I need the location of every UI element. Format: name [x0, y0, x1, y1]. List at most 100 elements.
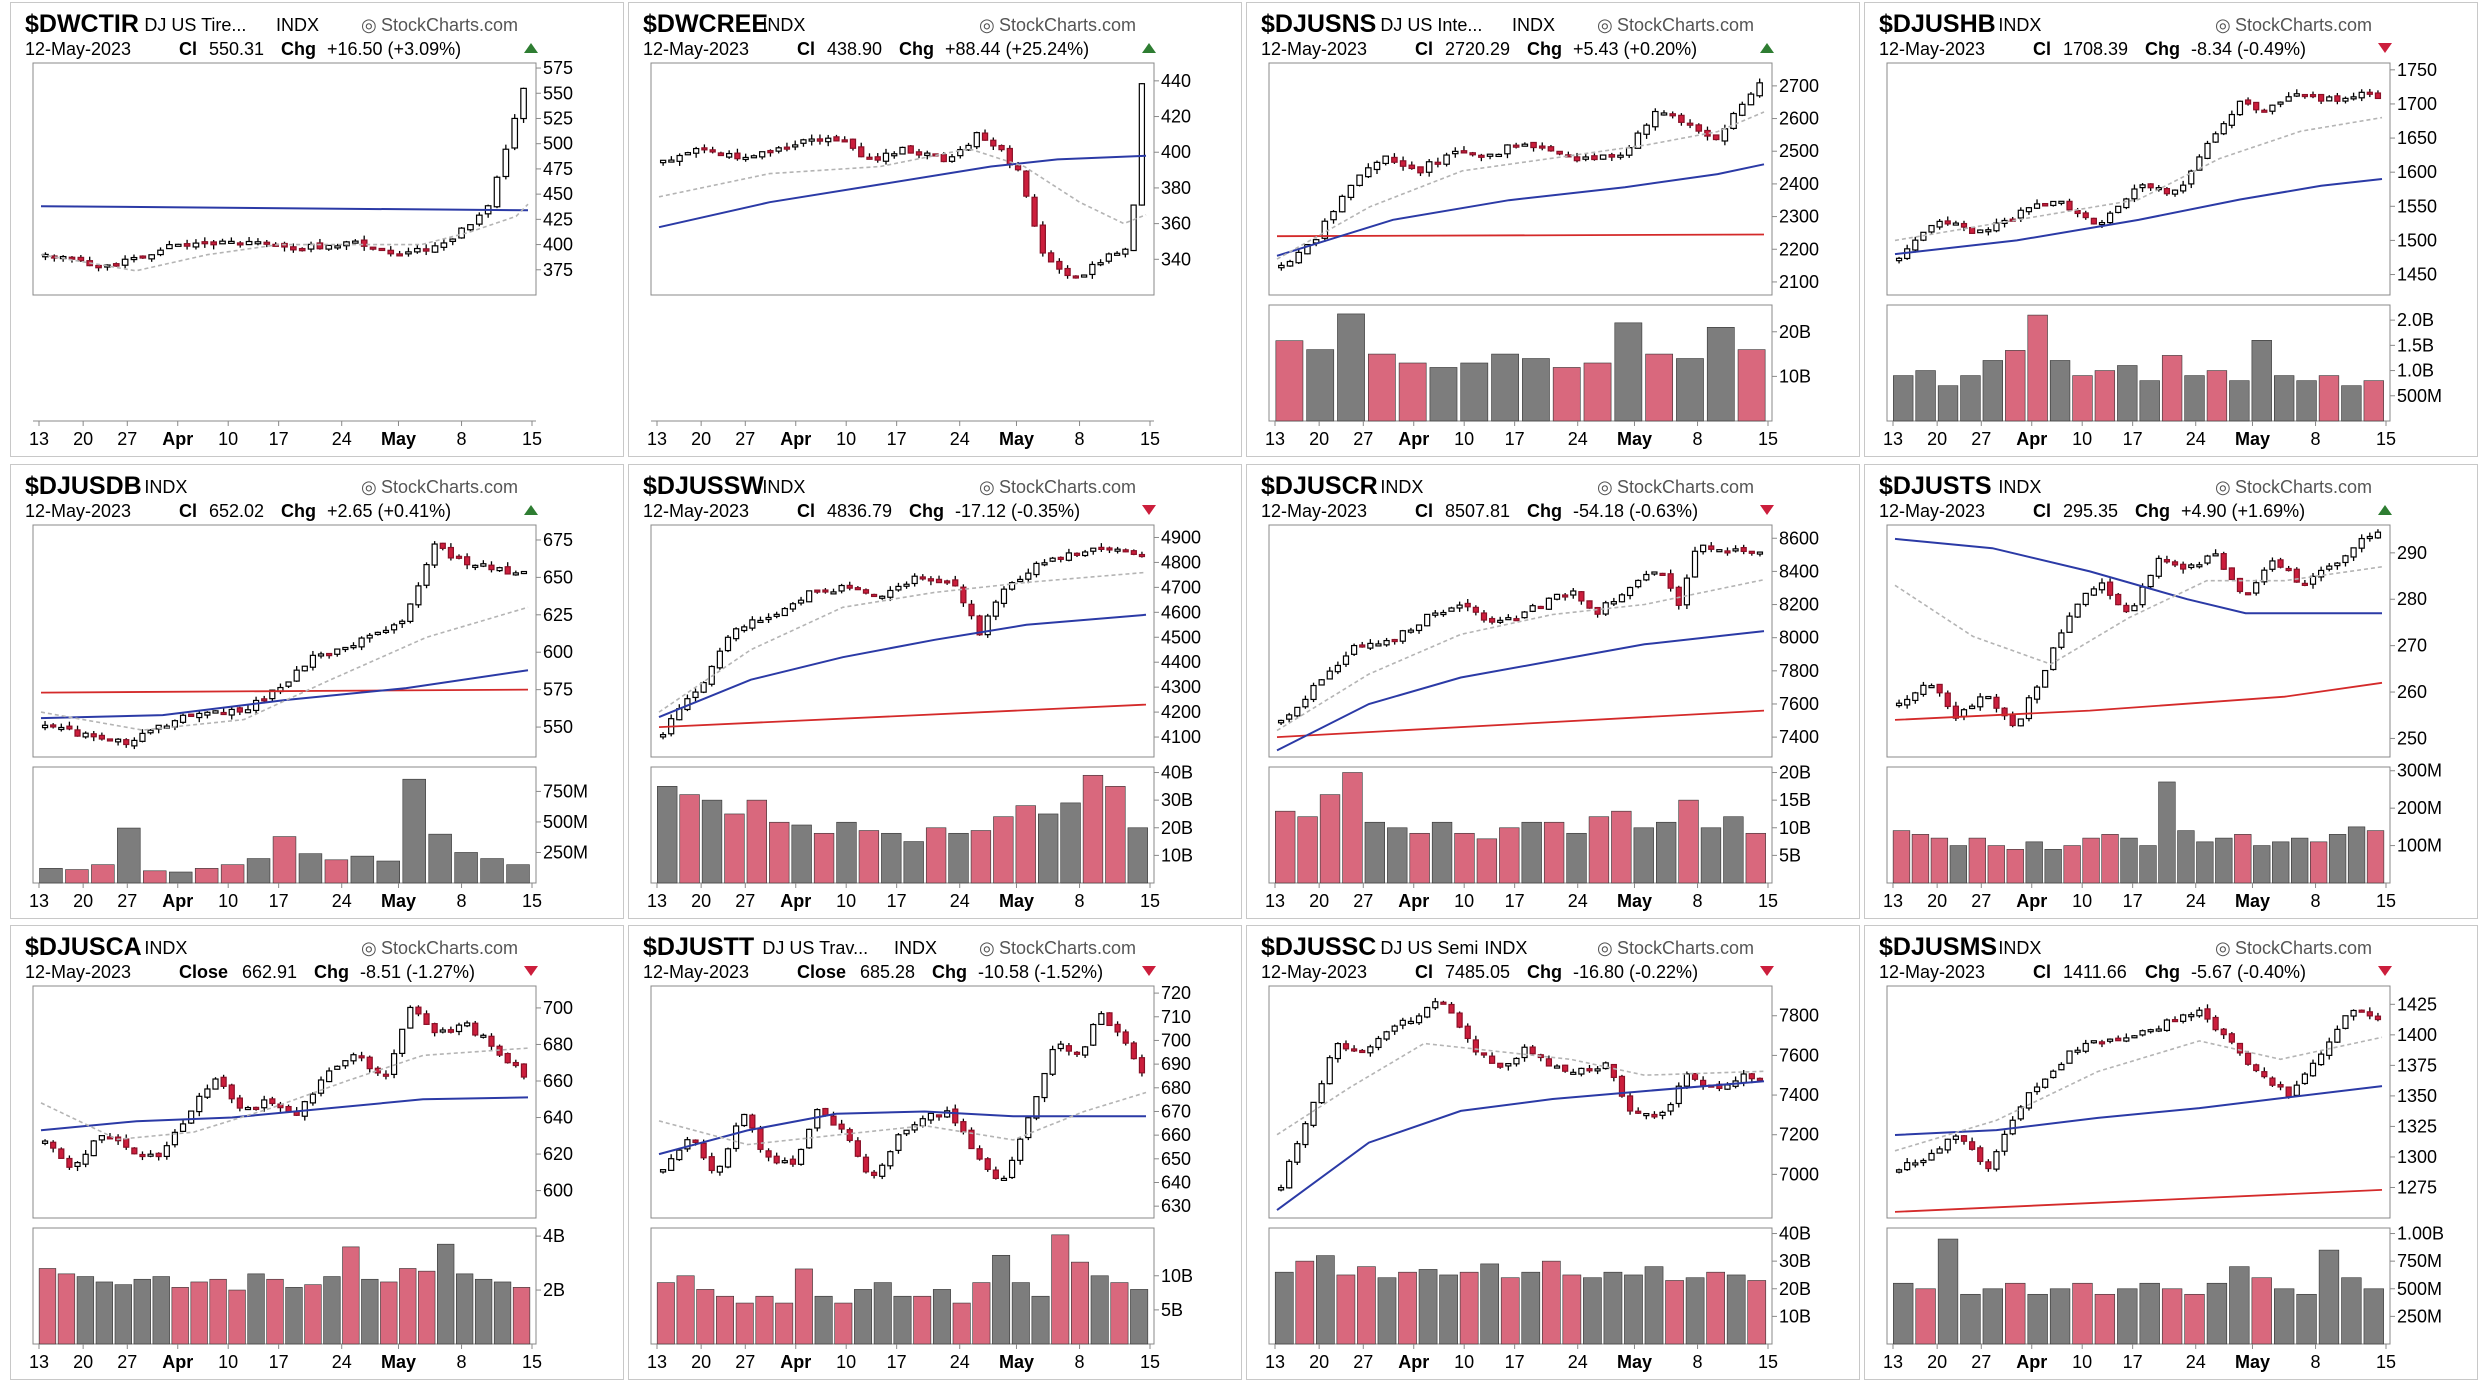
- candle: [423, 564, 430, 586]
- change-down-icon: [1142, 966, 1156, 976]
- candle: [935, 1114, 943, 1118]
- x-tick-label: 24: [332, 1352, 352, 1372]
- volume-bar: [2318, 375, 2340, 422]
- chart-svg: $DJUSSC DJ US Semi INDX ◎ StockCharts.com 12-…: [1261, 933, 1819, 1372]
- volume-bar: [1747, 1280, 1767, 1345]
- y-tick-label: 7000: [1779, 1164, 1819, 1184]
- candle: [1738, 103, 1746, 116]
- y-tick-label: 380: [1161, 178, 1191, 198]
- x-tick-label: May: [1617, 1352, 1652, 1372]
- candle: [2147, 183, 2154, 189]
- candle: [2301, 582, 2309, 586]
- candle: [407, 603, 414, 622]
- chart-exchange: INDX: [762, 477, 805, 497]
- volume-bars: [1275, 772, 1766, 884]
- candle: [2066, 200, 2073, 211]
- candle: [2293, 568, 2300, 583]
- candle: [1008, 1159, 1016, 1179]
- candle: [2066, 615, 2073, 633]
- candle: [1277, 1186, 1285, 1191]
- volume-bar: [1726, 1274, 1746, 1345]
- candle: [874, 156, 881, 161]
- candle: [998, 144, 1005, 151]
- candle: [2366, 535, 2373, 540]
- volume-bar: [266, 1278, 284, 1345]
- candle: [742, 156, 749, 161]
- close-value: 8507.81: [1445, 501, 1510, 521]
- volume-bar: [2025, 841, 2043, 884]
- candle: [82, 732, 89, 738]
- candle: [1912, 692, 1919, 702]
- volume-plot-frame: [1886, 766, 2391, 884]
- x-tick-label: 8: [1693, 1352, 1703, 1372]
- candle: [244, 1106, 252, 1111]
- chart-panel: $DJUSSW INDX ◎ StockCharts.com 12-May-2023 Cl…: [628, 464, 1242, 919]
- chart-panel: $DJUSTT DJ US Trav... INDX ◎ StockCharts.com…: [628, 925, 1242, 1380]
- y-tick-label: 650: [543, 567, 573, 587]
- candle: [1375, 1037, 1382, 1049]
- chart-panel: $DWCREE INDX ◎ StockCharts.com 12-May-2023 Cl…: [628, 2, 1242, 457]
- candle: [1724, 1084, 1731, 1090]
- candle: [2253, 582, 2260, 594]
- change-value: -5.67 (-0.40%): [2191, 962, 2306, 982]
- candle: [814, 589, 821, 593]
- volume-bars: [1893, 1238, 2384, 1345]
- volume-bar: [913, 1295, 932, 1345]
- candle: [1064, 267, 1071, 277]
- candle: [692, 1139, 699, 1143]
- y-tick-label: 250: [2397, 728, 2427, 748]
- y-tick-label: 650: [1161, 1149, 1191, 1169]
- volume-bar: [1893, 375, 1914, 422]
- candle: [1547, 146, 1555, 152]
- candle: [293, 669, 300, 682]
- ma20-line: [1276, 1042, 1765, 1136]
- volume-bar: [38, 1268, 57, 1345]
- candle: [2309, 575, 2317, 585]
- volume-bar: [1960, 375, 1981, 422]
- candle: [2131, 1035, 2138, 1039]
- candle: [1334, 1042, 1341, 1060]
- candle: [2180, 184, 2187, 192]
- candle: [2334, 562, 2341, 567]
- volume-tick-label: 200M: [2397, 798, 2442, 818]
- candle: [422, 248, 430, 252]
- volume-bar: [2206, 370, 2228, 422]
- x-tick-label: 24: [332, 429, 352, 449]
- change-label: Chg: [1527, 501, 1562, 521]
- candle: [1294, 1143, 1301, 1163]
- y-tick-label: 400: [1161, 142, 1191, 162]
- candle: [1359, 1049, 1366, 1054]
- ma50-line: [1276, 163, 1765, 257]
- ma200-line: [1894, 1189, 2383, 1213]
- candle: [2106, 1038, 2114, 1042]
- candle: [1968, 226, 1976, 234]
- candles: [1277, 997, 1764, 1192]
- chart-symbol: $DJUSTT: [643, 933, 754, 961]
- x-tick-label: 13: [1265, 891, 1285, 911]
- volume-bars: [1274, 1255, 1767, 1345]
- candle: [2326, 565, 2333, 570]
- candle: [2025, 207, 2033, 213]
- volume-bar: [2161, 1288, 2183, 1345]
- y-tick-label: 675: [543, 530, 573, 550]
- candle: [973, 132, 980, 148]
- chart-panel: $DJUSTS INDX ◎ StockCharts.com 12-May-2023 Cl…: [1864, 464, 2478, 919]
- candle: [1089, 263, 1096, 276]
- candle: [121, 258, 129, 266]
- candle: [342, 1060, 349, 1067]
- volume-tick-label: 40B: [1161, 763, 1193, 783]
- volume-tick-label: 40B: [1779, 1224, 1811, 1244]
- candle: [1065, 1045, 1073, 1052]
- candle: [944, 1110, 951, 1118]
- y-tick-label: 260: [2397, 682, 2427, 702]
- candles: [1895, 1004, 2382, 1174]
- candles: [659, 543, 1146, 740]
- candle: [1304, 243, 1311, 255]
- x-tick-label: 24: [1568, 1352, 1588, 1372]
- candle: [269, 1098, 276, 1105]
- volume-bar: [2158, 781, 2176, 884]
- y-tick-label: 270: [2397, 636, 2427, 656]
- chart-exchange: INDX: [1512, 15, 1555, 35]
- candle: [1538, 145, 1546, 149]
